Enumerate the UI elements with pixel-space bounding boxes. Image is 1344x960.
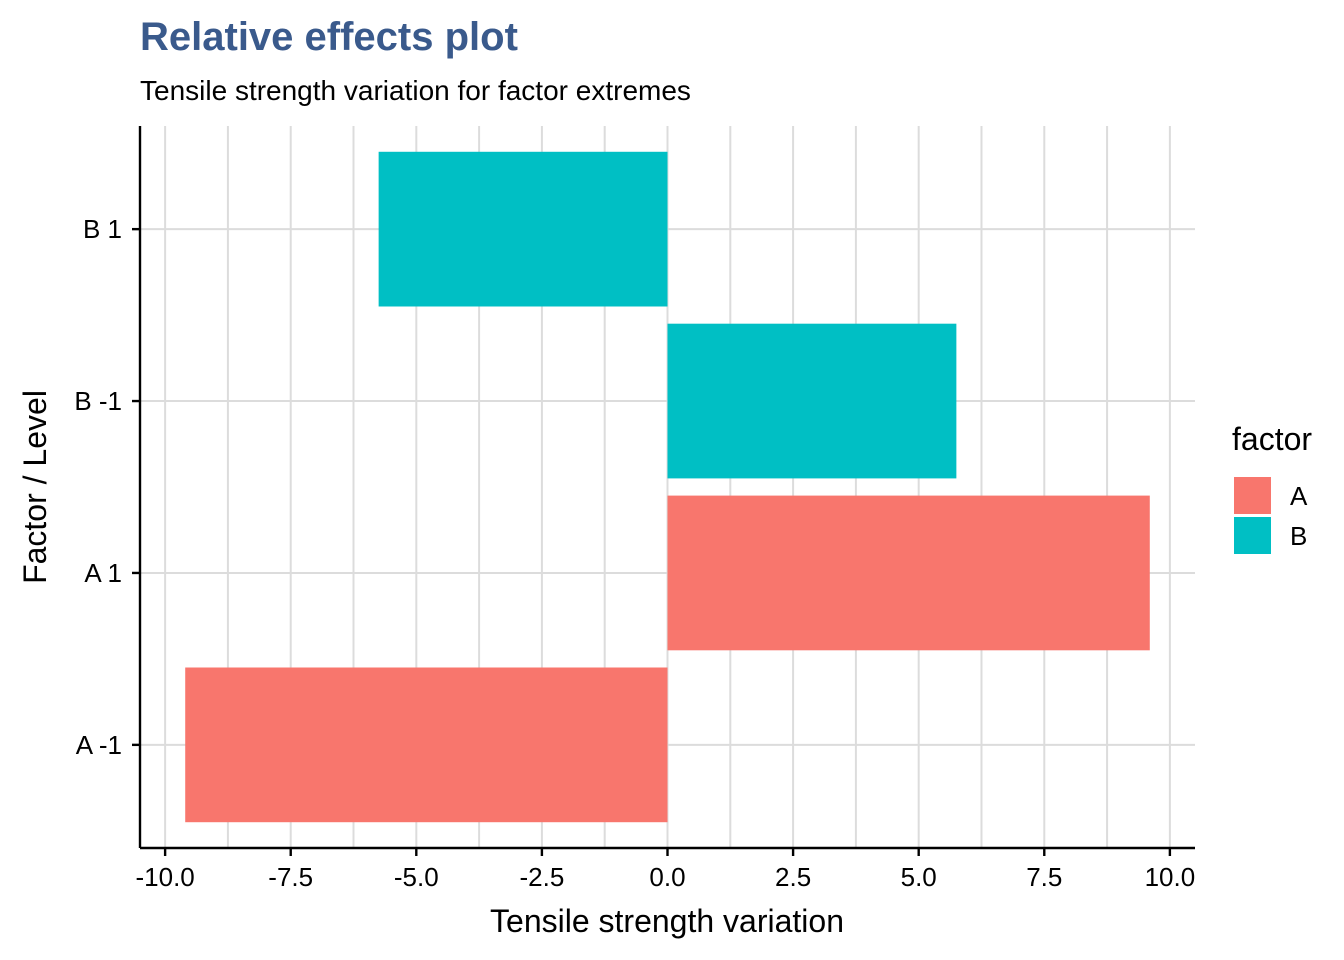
legend-key-b — [1234, 517, 1271, 554]
x-tick-label: -10.0 — [135, 862, 194, 892]
legend: factor AB — [1232, 421, 1312, 554]
bar-a1 — [667, 495, 1150, 651]
legend-title: factor — [1232, 421, 1312, 457]
axis-layer: -10.0 -7.5 -5.0 -2.5 0.0 2.5 5.0 7.5 10.0 A -1 A 1… — [74, 126, 1195, 892]
legend-label-a: A — [1290, 481, 1308, 511]
y-tick-label: B -1 — [74, 386, 122, 416]
bar-bneg1 — [667, 323, 957, 479]
y-axis-title: Factor / Level — [17, 390, 53, 584]
x-tick-label: 5.0 — [901, 862, 937, 892]
bar-layer — [185, 151, 1150, 823]
x-tick-label: 10.0 — [1145, 862, 1196, 892]
x-tick-label: 0.0 — [649, 862, 685, 892]
legend-label-b: B — [1290, 521, 1307, 551]
x-axis-title: Tensile strength variation — [490, 903, 844, 939]
x-tick-label: 2.5 — [775, 862, 811, 892]
x-tick-label: -7.5 — [268, 862, 313, 892]
y-tick-label: A 1 — [84, 558, 122, 588]
y-tick-label: B 1 — [83, 214, 122, 244]
x-tick-label: -5.0 — [394, 862, 439, 892]
y-tick-label: A -1 — [76, 730, 122, 760]
chart-subtitle: Tensile strength variation for factor ex… — [140, 75, 691, 106]
legend-key-a — [1234, 477, 1271, 514]
bar-b1 — [378, 151, 668, 307]
chart-title: Relative effects plot — [140, 15, 518, 59]
bar-aneg1 — [185, 667, 668, 823]
legend-entries: AB — [1234, 477, 1308, 554]
x-tick-label: -2.5 — [519, 862, 564, 892]
x-tick-label: 7.5 — [1026, 862, 1062, 892]
